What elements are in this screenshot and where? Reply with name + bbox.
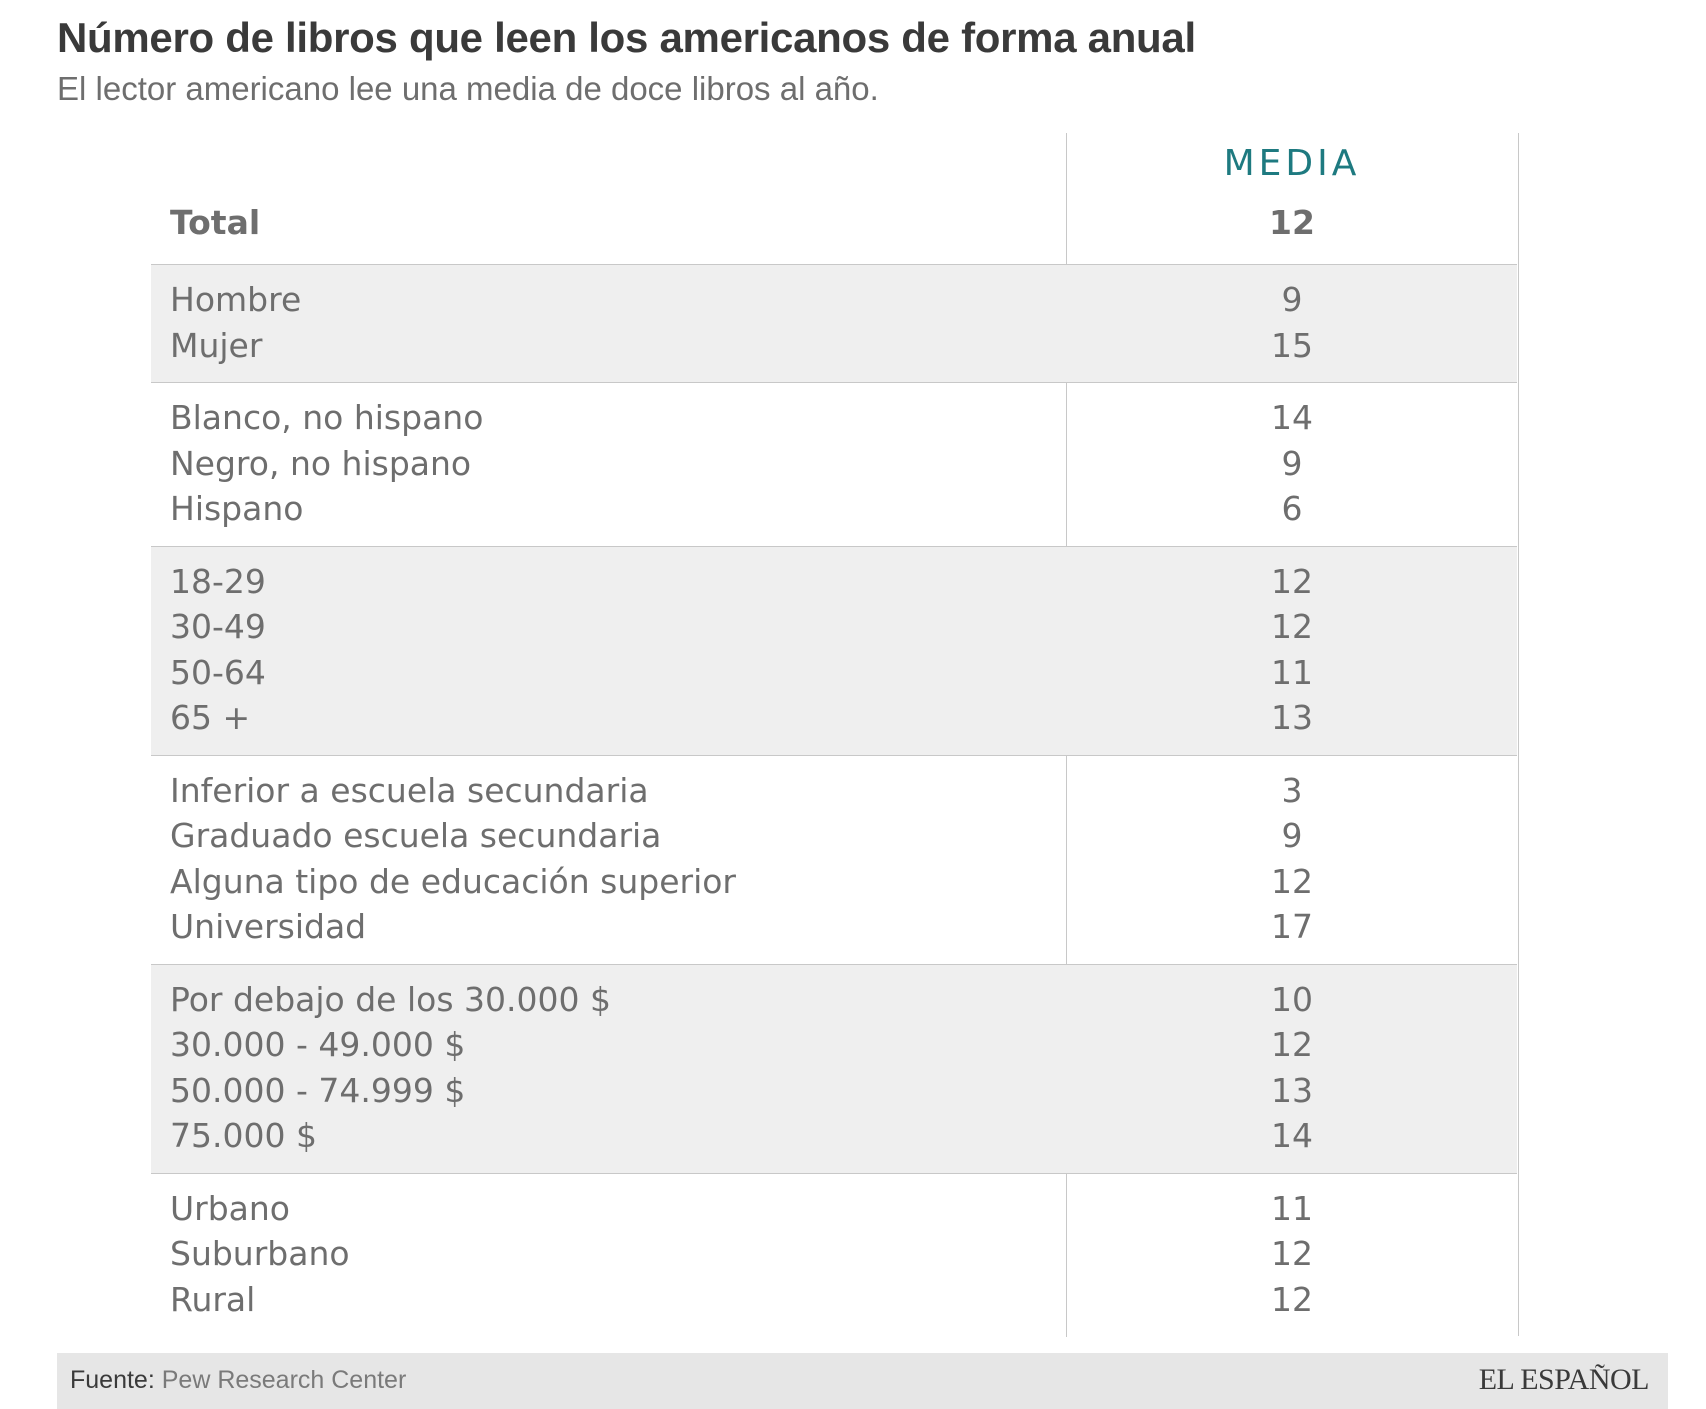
- table-row: Urbano 11: [151, 1186, 1517, 1232]
- table-group: Blanco, no hispano 14 Negro, no hispano 9 Hi…: [151, 383, 1517, 547]
- row-label: 18-29: [170, 561, 266, 601]
- row-label: 30.000 - 49.000 $: [170, 1025, 466, 1064]
- table-group: Inferior a escuela secundaria 3 Graduado e…: [151, 756, 1517, 965]
- row-value: 12: [1271, 1234, 1313, 1273]
- row-label: 75.000 $: [170, 1116, 317, 1155]
- table-column-divider: [1066, 133, 1067, 265]
- row-label: Universidad: [170, 907, 367, 946]
- row-value: 11: [1271, 652, 1313, 692]
- row-value: 15: [1271, 325, 1313, 365]
- table-row: 65 + 13: [151, 695, 1517, 741]
- table-row: Suburbano 12: [151, 1231, 1517, 1277]
- table-right-border: [1518, 133, 1519, 1336]
- row-label: 50.000 - 74.999 $: [170, 1070, 466, 1110]
- row-label: Por debajo de los 30.000 $: [170, 979, 611, 1019]
- column-header-media: MEDIA: [1223, 143, 1361, 184]
- row-value: 11: [1271, 1188, 1313, 1228]
- table-row: Graduado escuela secundaria 9: [151, 813, 1517, 859]
- source-credit: Fuente: Pew Research Center: [70, 1366, 406, 1395]
- row-value: 9: [1281, 443, 1303, 483]
- table-row: Universidad 17: [151, 904, 1517, 950]
- table-row: 50.000 - 74.999 $ 13: [151, 1068, 1517, 1114]
- row-value: 12: [1271, 561, 1313, 601]
- row-value: 12: [1271, 1025, 1313, 1064]
- row-value: 13: [1271, 1070, 1313, 1110]
- source-key: Fuente:: [70, 1366, 155, 1394]
- table-column-divider: [1066, 1174, 1067, 1337]
- row-value: 9: [1281, 280, 1303, 319]
- table-group: Por debajo de los 30.000 $10 30.000 - 49.…: [151, 964, 1517, 1174]
- row-label: Alguna tipo de educación superior: [170, 861, 736, 901]
- source-value: Pew Research Center: [161, 1366, 407, 1394]
- chart-subtitle: El lector americano lee una media de doc…: [57, 70, 879, 107]
- footer: Fuente: Pew Research Center EL ESPAÑOL: [57, 1353, 1668, 1409]
- table-column-divider: [1066, 756, 1067, 965]
- table-groups: Hombre 9 Mujer 15 Blanco, no hispano 14 Negro,…: [151, 265, 1517, 1336]
- row-label: Suburbano: [170, 1234, 350, 1273]
- data-table: MEDIA Total 12 Hombre 9 Mujer 15 Blanco, no …: [151, 133, 1519, 1337]
- table-row: 30-49 12: [151, 604, 1517, 650]
- row-label: Mujer: [170, 325, 263, 365]
- table-row: Por debajo de los 30.000 $ 10: [151, 977, 1517, 1023]
- row-label: Hispano: [170, 489, 304, 528]
- row-label: 65 +: [170, 698, 251, 737]
- table-row: 75.000 $ 14: [151, 1113, 1517, 1159]
- row-value: 3: [1281, 770, 1303, 810]
- total-label: Total: [170, 203, 261, 242]
- row-value: 9: [1281, 816, 1303, 855]
- table-group: 18-29 12 30-49 12 50-64 11 65 + 13: [151, 546, 1517, 756]
- row-value: 17: [1271, 907, 1313, 946]
- row-label: Rural: [170, 1279, 256, 1319]
- table-column-divider: [1066, 383, 1067, 547]
- row-value: 13: [1271, 698, 1313, 737]
- table-row: Inferior a escuela secundaria 3: [151, 768, 1517, 814]
- table-row: Blanco, no hispano 14: [151, 395, 1517, 441]
- total-value: 12: [1269, 203, 1315, 242]
- row-label: Negro, no hispano: [170, 443, 472, 483]
- row-value: 12: [1271, 1279, 1313, 1319]
- table-header: MEDIA Total 12: [151, 133, 1517, 265]
- row-label: Graduado escuela secundaria: [170, 816, 662, 855]
- table-row: Mujer 15: [151, 323, 1517, 369]
- row-value: 14: [1271, 398, 1313, 437]
- row-value: 10: [1271, 979, 1313, 1019]
- table-row: Hombre 9: [151, 277, 1517, 323]
- table-row: 30.000 - 49.000 $ 12: [151, 1022, 1517, 1068]
- row-label: Blanco, no hispano: [170, 398, 484, 437]
- table-row: 50-64 11: [151, 650, 1517, 696]
- row-label: Inferior a escuela secundaria: [170, 770, 649, 810]
- row-label: 50-64: [170, 652, 266, 692]
- row-value: 12: [1271, 607, 1313, 646]
- row-label: Urbano: [170, 1188, 290, 1228]
- row-label: 30-49: [170, 607, 266, 646]
- table-group: Hombre 9 Mujer 15: [151, 265, 1517, 383]
- table-group: Urbano 11 Suburbano 12 Rural 12: [151, 1174, 1517, 1337]
- table-row: Rural 12: [151, 1277, 1517, 1323]
- row-value: 6: [1281, 489, 1303, 528]
- table-row: Negro, no hispano 9: [151, 441, 1517, 487]
- row-label: Hombre: [170, 280, 302, 319]
- table-row: Hispano 6: [151, 486, 1517, 532]
- row-value: 12: [1271, 861, 1313, 901]
- publisher-logo: EL ESPAÑOL: [1478, 1363, 1650, 1396]
- row-value: 14: [1271, 1116, 1313, 1155]
- table-row: Alguna tipo de educación superior 12: [151, 859, 1517, 905]
- chart-title: Número de libros que leen los americanos…: [57, 14, 1196, 61]
- table-row: 18-29 12: [151, 559, 1517, 605]
